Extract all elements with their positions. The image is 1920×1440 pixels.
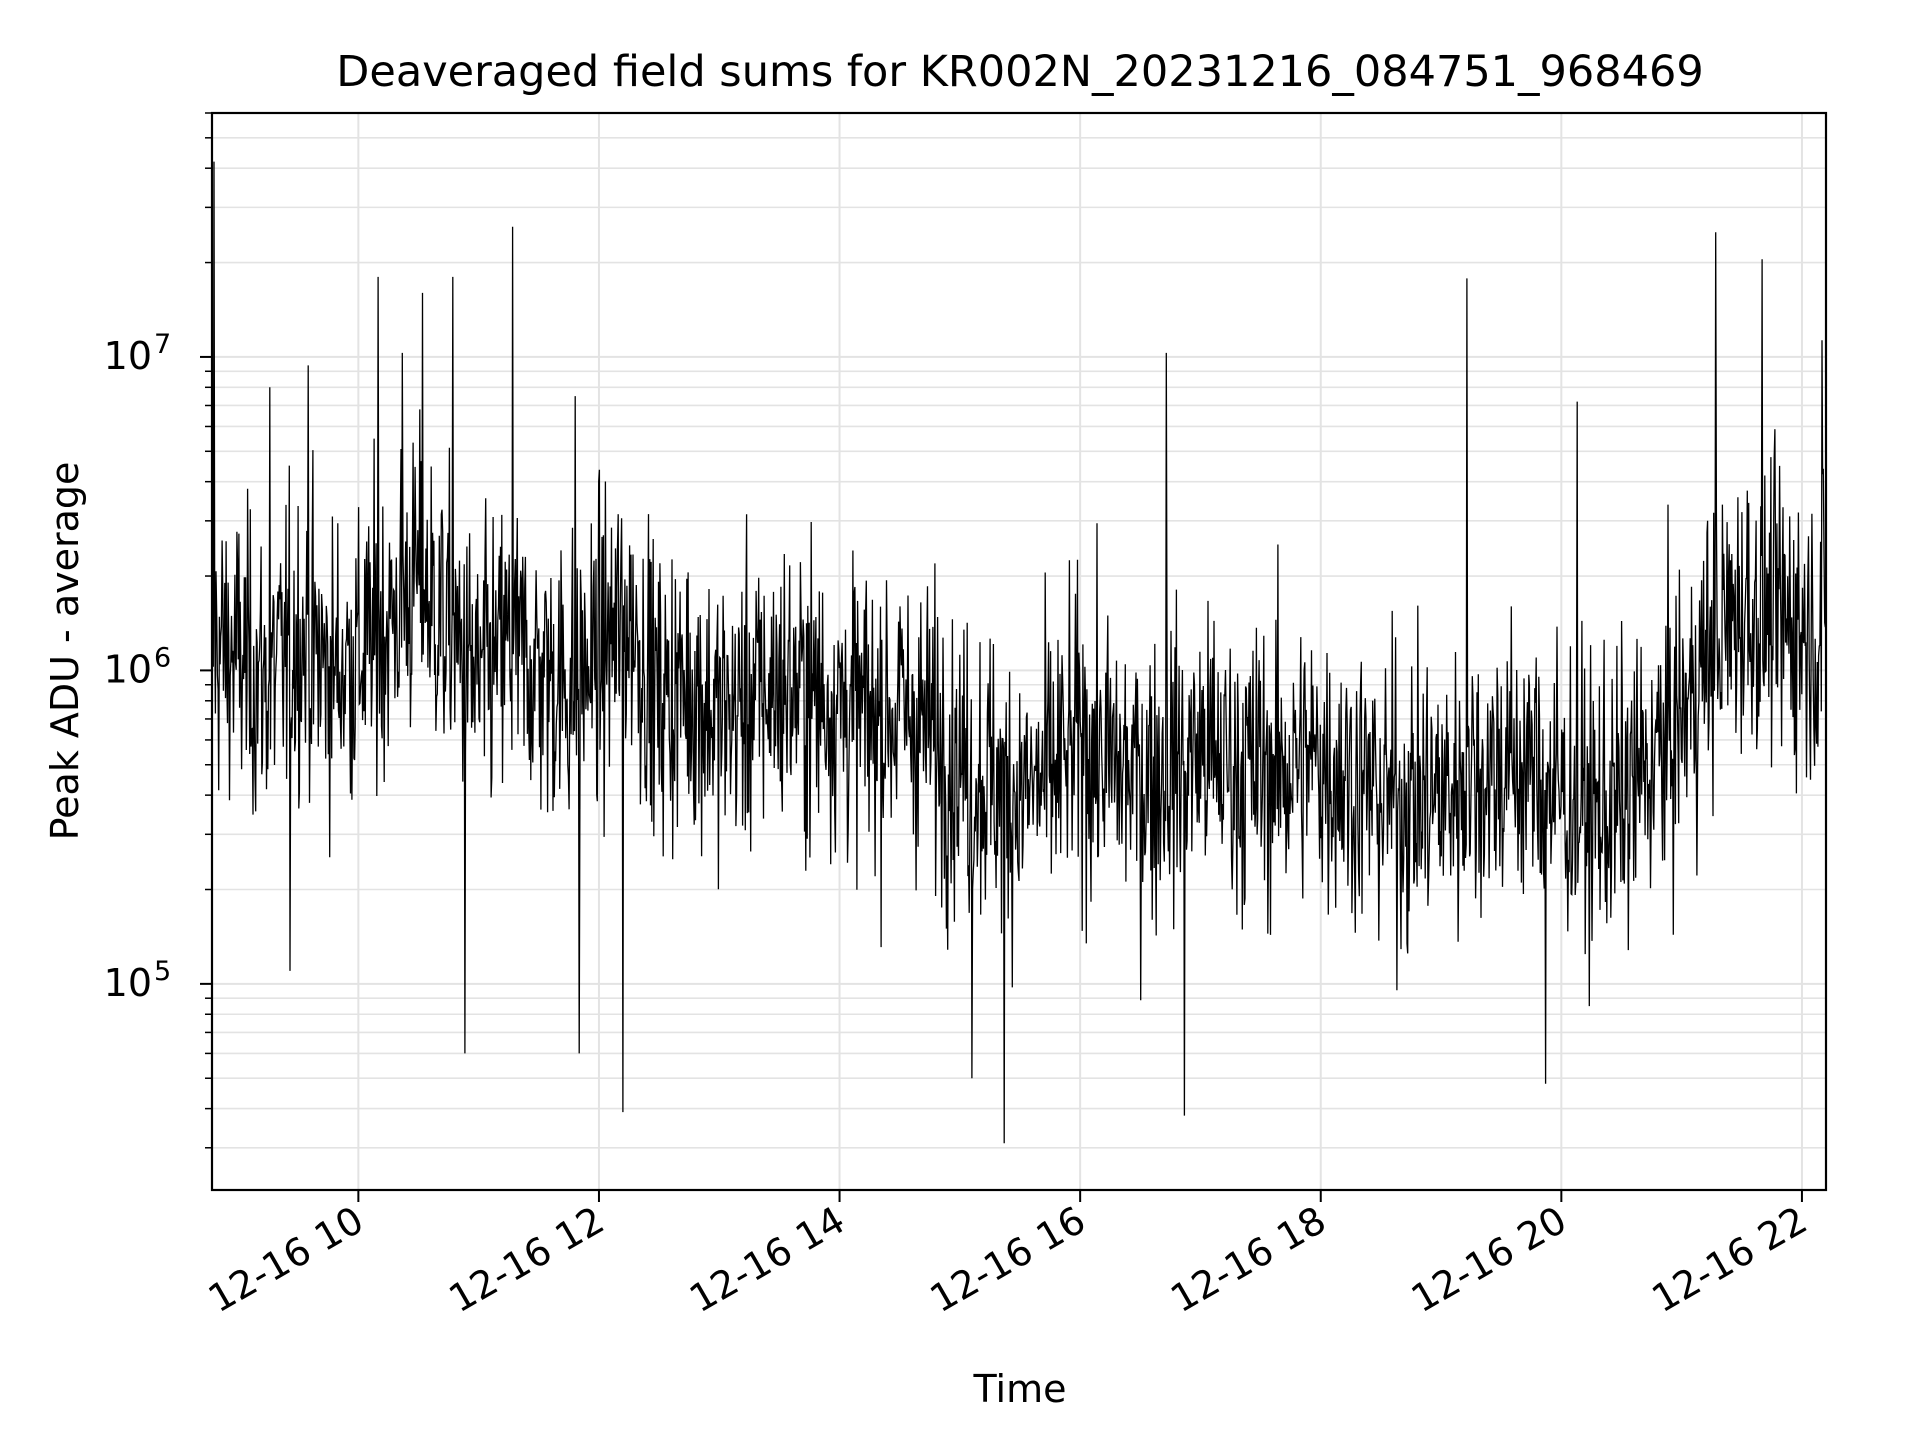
- series-line: [212, 161, 1826, 1144]
- x-tick-label: 12-16 10: [201, 1198, 371, 1322]
- y-tick-exponent: 6: [154, 642, 171, 673]
- y-tick-label: 10: [104, 961, 152, 1005]
- x-tick-label: 12-16 20: [1404, 1198, 1574, 1322]
- x-tick-label: 12-16 16: [923, 1198, 1093, 1322]
- y-tick-exponent: 5: [154, 956, 171, 987]
- y-tick-label: 10: [104, 334, 152, 378]
- x-tick-label: 12-16 22: [1644, 1198, 1814, 1322]
- chart-title: Deaveraged field sums for KR002N_2023121…: [336, 47, 1703, 97]
- x-axis-label: Time: [973, 1367, 1067, 1411]
- x-axis: 12-16 10 12-16 12 12-16 14 12-16 16 12-16 18…: [201, 1190, 1814, 1322]
- y-tick-exponent: 7: [154, 329, 171, 360]
- x-tick-label: 12-16 12: [441, 1198, 611, 1322]
- x-tick-label: 12-16 14: [682, 1198, 852, 1322]
- y-tick-label: 10: [104, 647, 152, 691]
- x-tick-label: 12-16 18: [1163, 1198, 1333, 1322]
- y-axis-label: Peak ADU - average: [43, 462, 87, 841]
- plot-frame: [210, 111, 1828, 1192]
